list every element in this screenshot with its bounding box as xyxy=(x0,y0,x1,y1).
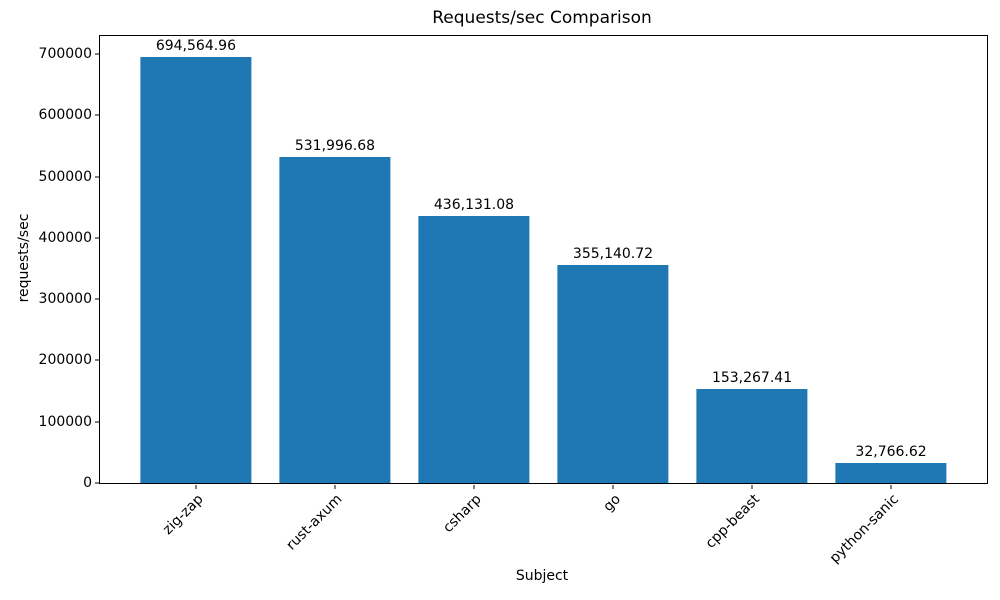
bar xyxy=(696,389,808,483)
bar xyxy=(140,57,252,483)
x-tick-label: zig-zap xyxy=(159,491,207,538)
y-tick-label: 700000 xyxy=(38,45,92,62)
y-axis-label: requests/sec xyxy=(16,213,32,303)
y-tick-mark xyxy=(95,298,99,300)
y-tick-mark xyxy=(95,421,99,423)
y-tick-mark xyxy=(95,359,99,361)
plot-area: 694,564.96 zig-zap 531,996.68 rust-axum 436,… xyxy=(39,35,988,567)
bar xyxy=(835,462,947,483)
y-tick-label: 500000 xyxy=(38,168,92,185)
x-tick-label: python-sanic xyxy=(826,491,902,567)
y-tick-label: 100000 xyxy=(38,413,92,430)
x-tick-label: cpp-beast xyxy=(702,491,763,552)
bar-value-label: 32,766.62 xyxy=(855,443,927,460)
bar xyxy=(279,156,391,483)
bar xyxy=(557,265,669,483)
x-tick-label: rust-axum xyxy=(283,491,346,554)
x-tick-mark xyxy=(334,485,336,489)
y-tick-label: 300000 xyxy=(38,291,92,308)
y-tick-mark xyxy=(95,114,99,116)
y-tick-label: 600000 xyxy=(38,107,92,124)
y-tick-mark xyxy=(95,482,99,484)
x-tick-label: csharp xyxy=(439,491,485,536)
x-tick-mark xyxy=(612,485,614,489)
bar xyxy=(418,215,530,483)
bar-value-label: 436,131.08 xyxy=(433,196,515,213)
x-tick-label: go xyxy=(599,491,624,515)
bar-value-label: 153,267.41 xyxy=(711,370,793,387)
x-tick-mark xyxy=(473,485,475,489)
x-axis-label: Subject xyxy=(515,568,569,584)
y-tick-mark xyxy=(95,53,99,55)
y-tick-mark xyxy=(95,237,99,239)
x-tick-mark xyxy=(195,485,197,489)
y-tick-mark xyxy=(95,176,99,178)
x-tick-mark xyxy=(890,485,892,489)
y-tick-label: 400000 xyxy=(38,229,92,246)
y-tick-label: 0 xyxy=(83,475,92,491)
bar-value-label: 355,140.72 xyxy=(572,246,654,263)
chart-title: Requests/sec Comparison xyxy=(432,8,652,28)
x-tick-mark xyxy=(751,485,753,489)
bar-value-label: 531,996.68 xyxy=(294,137,376,154)
y-tick-label: 200000 xyxy=(38,352,92,369)
bar-value-label: 694,564.96 xyxy=(155,38,237,55)
